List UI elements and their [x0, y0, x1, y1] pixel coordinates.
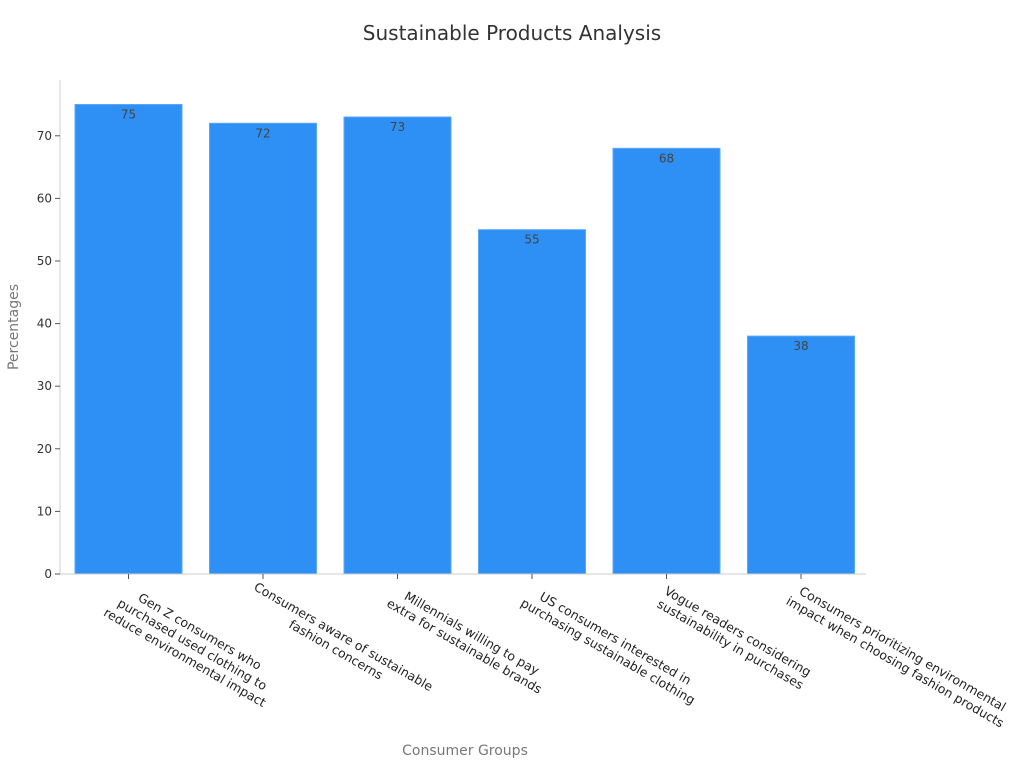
axes-layer: [59, 80, 866, 575]
chart-title: Sustainable Products Analysis: [363, 21, 661, 45]
x-axis-label: Consumer Groups: [402, 743, 528, 759]
bar-value-label: 38: [793, 339, 808, 353]
y-tick-label: 50: [37, 254, 52, 268]
y-ticks: 0 10 20 30 40 50 60 70: [37, 129, 60, 581]
y-tick-label: 0: [44, 567, 52, 581]
bar-value-label: 73: [390, 120, 405, 134]
bar: [74, 104, 183, 575]
y-tick-label: 70: [37, 129, 52, 143]
bar: [343, 116, 452, 575]
bars-layer: 75 72 73 55 68 38: [74, 104, 855, 575]
x-tick-label-line: Consumers prioritizing environmental: [797, 583, 1009, 714]
bar: [612, 147, 721, 575]
bar: [209, 122, 317, 575]
y-tick-label: 40: [37, 317, 52, 331]
y-axis-label: Percentages: [6, 284, 22, 370]
x-tick-label-line: purchased used clothing to: [115, 595, 270, 693]
y-tick-label: 30: [37, 379, 52, 393]
bar: [747, 335, 855, 575]
bar: [478, 229, 586, 575]
x-tick-label: Consumers prioritizing environmentalimpa…: [784, 583, 1009, 730]
y-tick-label: 10: [37, 504, 52, 518]
bar-value-label: 55: [524, 233, 539, 247]
bar-value-label: 68: [659, 151, 674, 165]
bar-value-label: 72: [255, 126, 270, 140]
y-tick-label: 20: [37, 442, 52, 456]
bar-value-label: 75: [121, 108, 136, 122]
x-tick-label-line: impact when choosing fashion products: [784, 593, 1007, 730]
y-tick-label: 60: [37, 191, 52, 205]
